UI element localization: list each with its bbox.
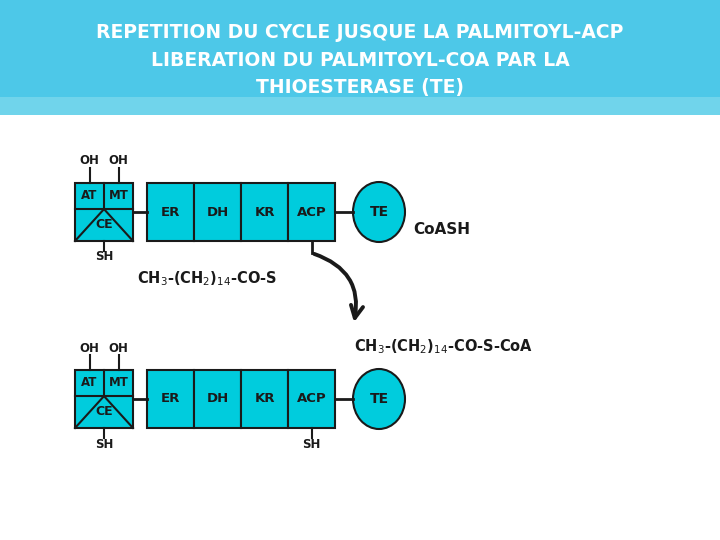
Text: ER: ER	[161, 206, 180, 219]
Text: OH: OH	[80, 341, 99, 354]
Bar	[241, 183, 288, 241]
Text: CH$_3$-(CH$_2$)$_{14}$-CO-S: CH$_3$-(CH$_2$)$_{14}$-CO-S	[137, 269, 277, 288]
Text: REPETITION DU CYCLE JUSQUE LA PALMITOYL-ACP: REPETITION DU CYCLE JUSQUE LA PALMITOYL-…	[96, 23, 624, 42]
Text: OH: OH	[80, 154, 99, 167]
Text: TE: TE	[369, 392, 389, 406]
Bar	[75, 183, 133, 241]
Text: TE: TE	[369, 205, 389, 219]
Text: ACP: ACP	[297, 206, 326, 219]
Text: AT: AT	[81, 189, 98, 202]
Text: SH: SH	[95, 251, 113, 264]
Bar	[194, 370, 241, 428]
Ellipse shape	[353, 182, 405, 242]
Bar	[147, 183, 194, 241]
Text: AT: AT	[81, 376, 98, 389]
Text: CoASH: CoASH	[413, 222, 470, 238]
Bar	[288, 183, 335, 241]
Text: ACP: ACP	[297, 393, 326, 406]
Bar	[0, 115, 720, 540]
FancyBboxPatch shape	[0, 0, 720, 120]
Text: KR: KR	[254, 206, 275, 219]
Bar	[241, 370, 288, 428]
Text: MT: MT	[109, 189, 128, 202]
Ellipse shape	[353, 369, 405, 429]
Text: SH: SH	[95, 437, 113, 450]
Bar	[288, 370, 335, 428]
Text: SH: SH	[302, 437, 320, 450]
Bar	[194, 183, 241, 241]
Text: OH: OH	[109, 341, 128, 354]
Text: ER: ER	[161, 393, 180, 406]
Text: MT: MT	[109, 376, 128, 389]
Text: OH: OH	[109, 154, 128, 167]
Text: CE: CE	[95, 405, 113, 418]
Text: DH: DH	[207, 206, 229, 219]
Text: LIBERATION DU PALMITOYL-COA PAR LA: LIBERATION DU PALMITOYL-COA PAR LA	[150, 51, 570, 70]
FancyBboxPatch shape	[0, 97, 720, 133]
Text: DH: DH	[207, 393, 229, 406]
Text: CH$_3$-(CH$_2$)$_{14}$-CO-S-CoA: CH$_3$-(CH$_2$)$_{14}$-CO-S-CoA	[354, 338, 533, 356]
Text: KR: KR	[254, 393, 275, 406]
Bar	[147, 370, 194, 428]
Bar	[75, 370, 133, 428]
Text: THIOESTERASE (TE): THIOESTERASE (TE)	[256, 78, 464, 98]
Text: CE: CE	[95, 218, 113, 231]
